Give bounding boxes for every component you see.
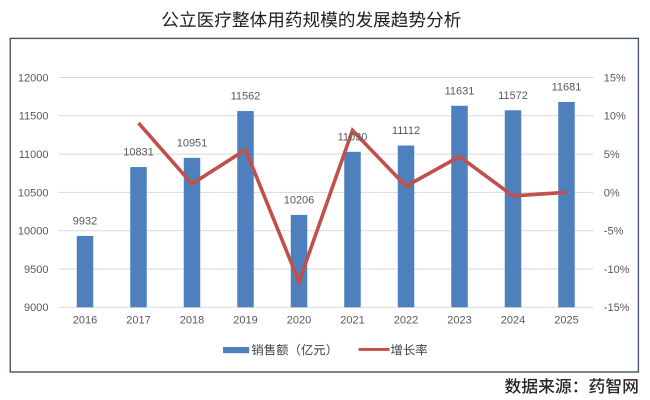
svg-text:11000: 11000 xyxy=(19,149,49,161)
svg-text:11562: 11562 xyxy=(231,91,261,103)
svg-text:10206: 10206 xyxy=(284,195,315,207)
svg-text:11112: 11112 xyxy=(392,125,420,137)
svg-text:9932: 9932 xyxy=(73,216,97,228)
svg-text:9000: 9000 xyxy=(24,302,48,314)
svg-text:10000: 10000 xyxy=(18,226,49,238)
svg-text:12000: 12000 xyxy=(18,72,49,84)
svg-text:2016: 2016 xyxy=(73,314,97,326)
svg-text:2019: 2019 xyxy=(233,314,257,326)
svg-text:11030: 11030 xyxy=(338,131,368,143)
svg-text:9500: 9500 xyxy=(24,264,48,276)
svg-text:10951: 10951 xyxy=(177,138,208,150)
svg-text:2018: 2018 xyxy=(180,314,204,326)
svg-text:-5%: -5% xyxy=(604,226,624,238)
svg-text:0%: 0% xyxy=(604,187,620,199)
svg-text:2017: 2017 xyxy=(126,314,150,326)
svg-text:-15%: -15% xyxy=(604,302,630,314)
svg-text:15%: 15% xyxy=(604,72,626,84)
svg-text:2022: 2022 xyxy=(394,314,418,326)
svg-text:10831: 10831 xyxy=(123,147,154,159)
svg-text:2020: 2020 xyxy=(287,314,311,326)
svg-text:11572: 11572 xyxy=(498,90,528,102)
svg-text:2024: 2024 xyxy=(501,314,525,326)
svg-text:11500: 11500 xyxy=(19,111,49,123)
svg-text:11681: 11681 xyxy=(552,82,582,94)
svg-text:11631: 11631 xyxy=(445,85,475,97)
svg-text:2025: 2025 xyxy=(554,314,578,326)
svg-text:5%: 5% xyxy=(604,149,620,161)
svg-text:2023: 2023 xyxy=(447,314,471,326)
svg-text:10500: 10500 xyxy=(18,187,49,199)
svg-text:10%: 10% xyxy=(604,111,626,123)
svg-text:-10%: -10% xyxy=(604,264,630,276)
svg-text:2021: 2021 xyxy=(340,314,364,326)
